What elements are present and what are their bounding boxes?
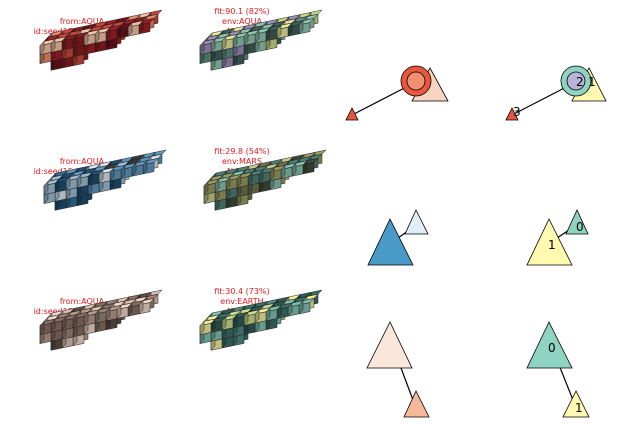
graph-row2-left: [367, 209, 429, 266]
graph-node-triangle: [565, 209, 589, 235]
caption-line: fit:29.8 (54%): [214, 147, 270, 156]
graph-row1-right: 3 2 1: [505, 65, 607, 121]
graph-node-inner-circle: [406, 71, 426, 91]
graph-node-triangle: [562, 390, 590, 418]
voxel-face: [199, 320, 205, 336]
voxel-face: [199, 40, 205, 56]
node-label: 1: [575, 401, 583, 415]
graph-node-triangle: [505, 107, 519, 121]
caption-line: env:EARTH: [220, 297, 264, 306]
graph-row1-left: [345, 65, 449, 121]
graph-node-triangle: [404, 209, 429, 235]
voxel-creature: [199, 9, 323, 71]
caption-line: from:AQUA: [59, 17, 105, 26]
voxel-face: [39, 40, 45, 56]
graph-node-triangle: [526, 218, 573, 266]
voxel-creature: [39, 9, 163, 71]
node-label: 2: [576, 75, 584, 89]
voxel-creature: [199, 289, 323, 351]
caption-line: env:MARS: [222, 157, 262, 166]
voxel-creature: [39, 289, 163, 351]
graph-node-triangle: [345, 107, 359, 121]
caption-line: from:AQUA: [59, 157, 105, 166]
voxel-creature: [43, 149, 167, 211]
graph-node-triangle: [526, 321, 573, 369]
graph-node-triangle: [403, 390, 430, 418]
voxel-face: [203, 180, 209, 196]
graph-row3-left: [366, 321, 430, 418]
graph-node-triangle: [366, 321, 413, 369]
caption-line: env:AQUA: [222, 17, 262, 26]
caption-line: fit:90.1 (82%): [214, 7, 270, 16]
node-label: 0: [548, 341, 556, 355]
node-label: 1: [548, 238, 556, 252]
caption-line: fit:30.4 (73%): [214, 287, 270, 296]
caption-line: from:AQUA: [59, 297, 105, 306]
node-label: 1: [588, 75, 596, 89]
node-label: 0: [576, 220, 584, 234]
voxel-layer: [39, 9, 327, 351]
voxel-creature: [203, 149, 327, 211]
graph-row3-right: 0 1: [526, 321, 590, 418]
voxel-face: [39, 320, 45, 336]
graph-node-triangle: [367, 218, 414, 266]
graph-node-inner-circle: [566, 71, 586, 91]
graph-row2-right: 1 0: [526, 209, 589, 266]
voxel-face: [43, 180, 49, 196]
node-label: 3: [513, 105, 521, 119]
